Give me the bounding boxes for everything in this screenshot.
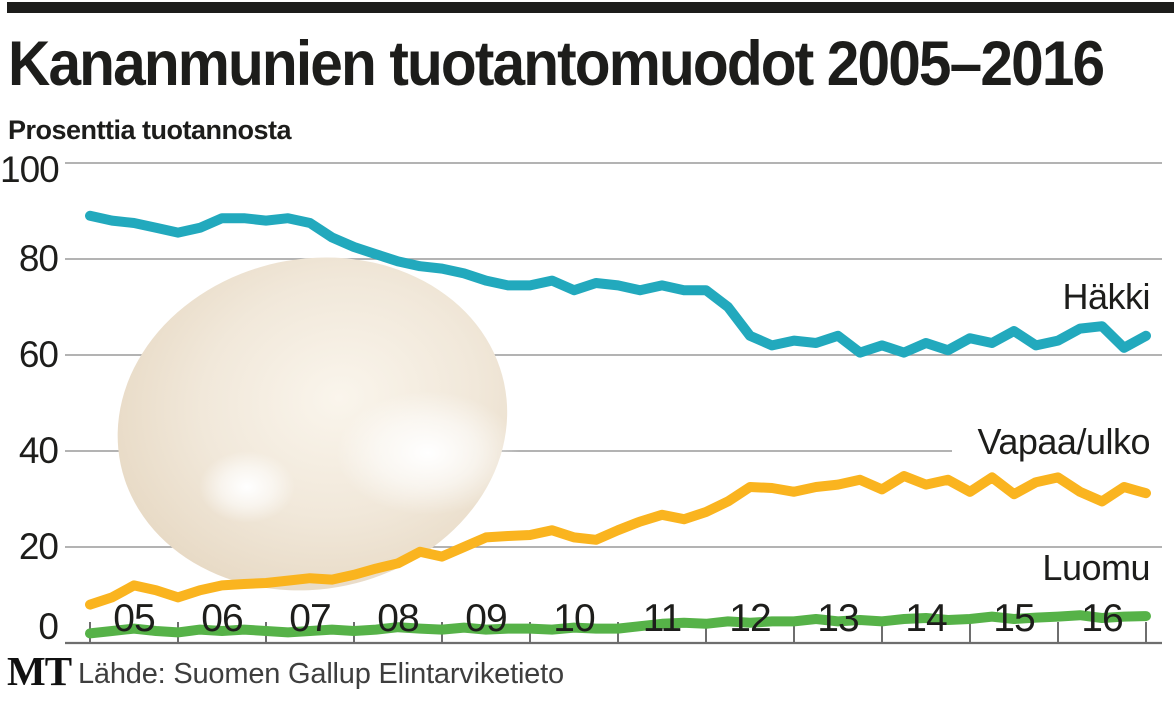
x-tick-label-09: 09 <box>465 597 507 640</box>
y-tick-label-20: 20 <box>18 526 59 567</box>
y-tick-label-80: 80 <box>18 238 59 279</box>
chart-unit-subtitle: Prosenttia tuotannosta <box>8 115 292 145</box>
line-Luomu <box>85 610 1151 639</box>
y-tick-label-100: 100 <box>0 149 60 190</box>
x-tick-label-11: 11 <box>642 597 683 640</box>
top-bar <box>7 2 1174 13</box>
page-title: Kananmunien tuotantomuodot 2005–2016 <box>8 29 1105 99</box>
line-Häkki <box>85 210 1151 358</box>
y-tick-label-40: 40 <box>18 430 59 471</box>
series-label-vapaa-ulko: Vapaa/ulko <box>977 421 1151 462</box>
egg-image <box>117 257 520 591</box>
x-tick-label-07: 07 <box>289 597 331 640</box>
series-label-hakki: Häkki <box>1062 276 1150 317</box>
x-tick-label-15: 15 <box>993 597 1035 640</box>
y-tick-label-0: 0 <box>38 606 59 647</box>
x-tick-label-10: 10 <box>553 597 595 640</box>
x-tick-label-13: 13 <box>817 597 859 640</box>
line-Vapaa/ulko <box>85 471 1151 610</box>
series-label-luomu: Luomu <box>1042 547 1150 588</box>
x-tick-label-16: 16 <box>1081 597 1123 640</box>
x-tick-label-08: 08 <box>377 597 419 640</box>
y-tick-label-60: 60 <box>18 334 59 375</box>
mt-newspaper-logo: MT <box>7 648 72 694</box>
source-text: Lähde: Suomen Gallup Elintarviketieto <box>78 658 564 690</box>
x-tick-label-12: 12 <box>729 597 771 640</box>
x-tick-label-14: 14 <box>905 597 947 640</box>
x-tick-label-06: 06 <box>201 597 243 640</box>
x-tick-label-05: 05 <box>113 597 155 640</box>
